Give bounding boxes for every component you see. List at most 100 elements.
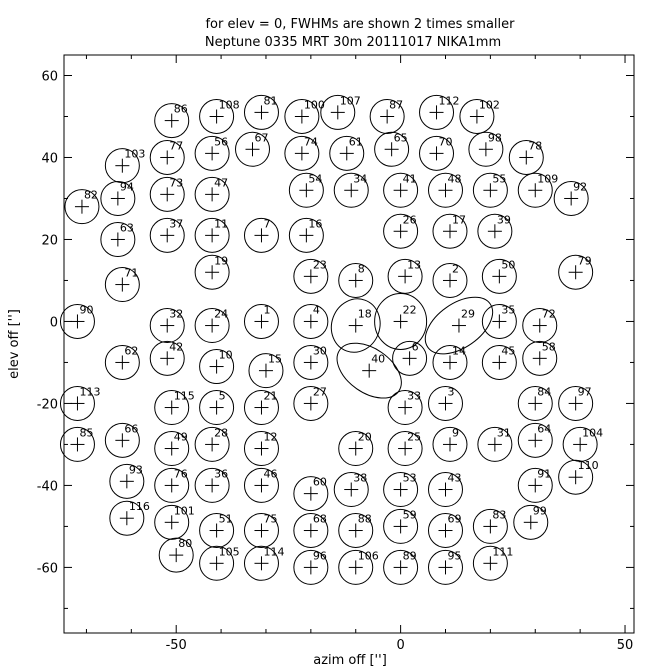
beam-label: 101 (174, 504, 195, 517)
beam-84: 84 (517, 385, 553, 421)
beam-label: 95 (447, 549, 461, 562)
beam-ellipse (383, 549, 419, 585)
beam-ellipse (293, 476, 329, 512)
beam-label: 113 (79, 385, 100, 398)
beam-ellipse (517, 172, 553, 208)
beam-99: 99 (513, 504, 549, 540)
beam-label: 12 (263, 431, 277, 444)
beam-ellipse (284, 135, 320, 171)
beam-82: 82 (64, 189, 100, 225)
beam-106: 106 (338, 549, 379, 585)
beam-ellipse (517, 422, 553, 458)
beam-76: 76 (154, 467, 190, 503)
beam-ellipse (243, 467, 279, 503)
beam-label: 10 (219, 349, 233, 362)
beam-5: 5 (199, 390, 235, 426)
beam-45: 45 (481, 344, 517, 380)
beam-ellipse (293, 303, 329, 339)
beam-ellipse (424, 296, 494, 355)
beam-ellipse (481, 303, 517, 339)
beam-label: 34 (353, 172, 367, 185)
beam-label: 99 (533, 504, 547, 517)
beam-label: 15 (268, 353, 282, 366)
beam-ellipse (154, 504, 190, 540)
beam-ellipse (194, 217, 230, 253)
beam-label: 50 (501, 258, 515, 271)
plot-frame (63, 54, 635, 634)
beam-ellipse (472, 172, 508, 208)
beam-ellipse (243, 303, 279, 339)
beam-label: 39 (497, 213, 511, 226)
beam-78: 78 (508, 139, 544, 175)
beam-label: 47 (214, 176, 228, 189)
beam-56: 56 (194, 135, 230, 171)
beam-ellipse (432, 213, 468, 249)
beam-3: 3 (427, 385, 463, 421)
beam-80: 80 (158, 537, 194, 573)
beam-63: 63 (100, 221, 136, 257)
beam-label: 112 (439, 94, 460, 107)
beam-36: 36 (194, 467, 230, 503)
beam-6: 6 (392, 340, 428, 376)
beam-ellipse (338, 549, 374, 585)
beam-label: 22 (403, 303, 417, 316)
beam-11: 11 (194, 217, 230, 253)
beam-ellipse (517, 467, 553, 503)
beam-label: 42 (169, 340, 183, 353)
beam-label: 17 (452, 213, 466, 226)
beam-label: 20 (358, 431, 372, 444)
beam-label: 25 (407, 431, 421, 444)
beam-15: 15 (248, 353, 284, 389)
beam-ellipse (522, 340, 558, 376)
beam-14: 14 (432, 344, 468, 380)
x-axis-label: azim off [''] (313, 653, 387, 668)
beam-ellipse (104, 422, 140, 458)
beam-label: 89 (403, 549, 417, 562)
beam-ellipse (338, 262, 374, 298)
beam-label: 53 (403, 472, 417, 485)
beam-label: 94 (120, 180, 134, 193)
beam-ellipse (243, 390, 279, 426)
beam-46: 46 (243, 467, 279, 503)
beam-label: 72 (542, 308, 556, 321)
beam-label: 111 (492, 545, 513, 558)
beam-ellipse (427, 513, 463, 549)
y-tick-label: 0 (50, 315, 58, 330)
beam-59: 59 (383, 508, 419, 544)
beam-12: 12 (243, 431, 279, 467)
beam-ellipse (432, 344, 468, 380)
beam-label: 87 (389, 98, 403, 111)
beam-label: 8 (358, 262, 365, 275)
beam-ellipse (194, 467, 230, 503)
beam-33: 33 (387, 390, 423, 426)
beam-label: 98 (488, 131, 502, 144)
beam-ellipse (387, 431, 423, 467)
beam-4: 4 (293, 303, 329, 339)
beam-ellipse (517, 385, 553, 421)
beam-label: 86 (174, 103, 188, 116)
beam-ellipse (154, 103, 190, 139)
beam-ellipse (427, 385, 463, 421)
beam-ellipse (338, 431, 374, 467)
beam-label: 114 (263, 545, 284, 558)
beam-42: 42 (149, 340, 185, 376)
beam-101: 101 (154, 504, 195, 540)
beam-ellipse (468, 131, 504, 167)
beam-ellipse (427, 172, 463, 208)
beam-label: 21 (263, 390, 277, 403)
beam-ellipse (194, 135, 230, 171)
beam-ellipse (154, 390, 190, 426)
beam-label: 28 (214, 426, 228, 439)
beam-label: 3 (447, 385, 454, 398)
beam-75: 75 (243, 513, 279, 549)
beam-label: 30 (313, 344, 327, 357)
beam-ellipse (427, 472, 463, 508)
beam-114: 114 (243, 545, 284, 581)
beam-label: 41 (403, 172, 417, 185)
beam-ellipse (59, 303, 95, 339)
beam-27: 27 (293, 385, 329, 421)
beam-67: 67 (235, 131, 271, 167)
beam-40: 40 (336, 342, 402, 399)
beam-label: 70 (439, 135, 453, 148)
beam-108: 108 (199, 98, 240, 134)
